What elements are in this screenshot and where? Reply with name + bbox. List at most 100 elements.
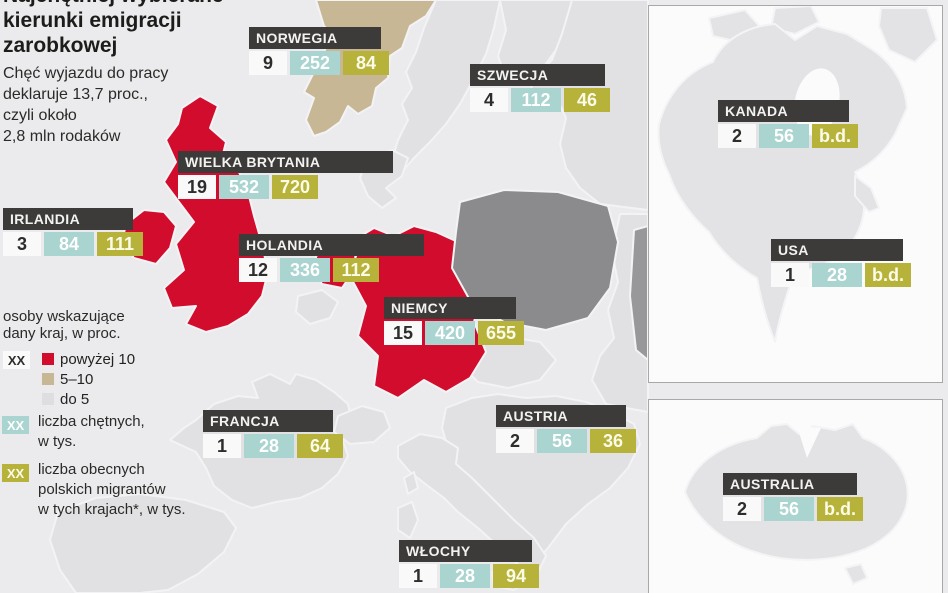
country-values: 3 84 111 <box>3 232 143 256</box>
country-name: NIEMCY <box>384 297 516 319</box>
country-values: 9 252 84 <box>249 51 389 75</box>
map-shape-tasmania <box>844 563 868 585</box>
country-name: AUSTRIA <box>496 405 626 427</box>
migrants-value: b.d. <box>812 124 858 148</box>
country-label-wlochy: WŁOCHY 1 28 94 <box>399 540 539 588</box>
country-name: AUSTRALIA <box>723 473 857 495</box>
map-shape-great-britain <box>163 95 269 333</box>
percent-value: 12 <box>239 258 277 282</box>
country-name: WŁOCHY <box>399 540 532 562</box>
country-values: 2 56 b.d. <box>718 124 858 148</box>
migrants-value: 112 <box>333 258 379 282</box>
migrants-value: 84 <box>343 51 389 75</box>
willing-value: 28 <box>244 434 294 458</box>
legend-class-above10: powyżej 10 <box>42 350 136 368</box>
legend-willing-label: liczba chętnych, w tys. <box>38 413 145 450</box>
country-name: FRANCJA <box>203 410 333 432</box>
country-values: 1 28 94 <box>399 564 539 588</box>
percent-value: 1 <box>771 263 809 287</box>
map-shape-iberia <box>49 493 237 593</box>
willing-value: 420 <box>425 321 475 345</box>
willing-value: 56 <box>759 124 809 148</box>
migrants-value: 94 <box>493 564 539 588</box>
gulf-of-carpentaria <box>797 426 821 458</box>
legend-migrants-sample: XX <box>2 464 29 482</box>
inset-panel-australia <box>648 399 943 593</box>
country-label-usa: USA 1 28 b.d. <box>771 239 911 287</box>
map-shape-sardinia <box>397 501 419 539</box>
map-fragment-east-edge <box>629 225 649 361</box>
country-values: 15 420 655 <box>384 321 524 345</box>
map-shape-florida <box>854 175 880 213</box>
willing-value: 56 <box>537 429 587 453</box>
percent-value: 1 <box>203 434 241 458</box>
country-name: SZWECJA <box>470 64 605 86</box>
country-name: HOLANDIA <box>239 234 424 256</box>
country-values: 1 28 b.d. <box>771 263 911 287</box>
legend-class-label: powyżej 10 <box>60 350 136 368</box>
country-name: USA <box>771 239 903 261</box>
willing-value: 56 <box>764 497 814 521</box>
migrants-value: 36 <box>590 429 636 453</box>
migrants-value: 111 <box>97 232 143 256</box>
country-label-norwegia: NORWEGIA 9 252 84 <box>249 27 389 75</box>
legend-class-label: 5–10 <box>60 370 94 388</box>
legend-swatch-gray <box>42 393 54 405</box>
country-values: 12 336 112 <box>239 258 424 282</box>
country-name: KANADA <box>718 100 849 122</box>
migrants-value: 720 <box>272 175 318 199</box>
legend-percent-note: osoby wskazujące dany kraj, w proc. <box>3 308 125 342</box>
percent-value: 9 <box>249 51 287 75</box>
intro-text: Chęć wyjazdu do pracy deklaruje 13,7 pro… <box>3 65 169 145</box>
willing-value: 84 <box>44 232 94 256</box>
migrants-value: 655 <box>478 321 524 345</box>
country-label-francja: FRANCJA 1 28 64 <box>203 410 343 458</box>
map-shape-corsica <box>403 471 419 495</box>
map-shape-poland <box>451 189 619 331</box>
country-name: IRLANDIA <box>3 208 133 230</box>
legend-class-5-10: 5–10 <box>42 370 94 388</box>
migrants-value: b.d. <box>865 263 911 287</box>
country-values: 19 532 720 <box>178 175 393 199</box>
percent-value: 2 <box>723 497 761 521</box>
willing-value: 532 <box>219 175 269 199</box>
country-label-niemcy: NIEMCY 15 420 655 <box>384 297 524 345</box>
legend-willing-sample: XX <box>2 416 29 434</box>
willing-value: 252 <box>290 51 340 75</box>
legend-swatch-tan <box>42 373 54 385</box>
percent-value: 4 <box>470 88 508 112</box>
percent-value: 19 <box>178 175 216 199</box>
migrants-value: 64 <box>297 434 343 458</box>
map-shape-north-america <box>657 23 908 343</box>
percent-value: 2 <box>496 429 534 453</box>
country-label-kanada: KANADA 2 56 b.d. <box>718 100 858 148</box>
country-label-irlandia: IRLANDIA 3 84 111 <box>3 208 143 256</box>
willing-value: 28 <box>440 564 490 588</box>
legend-percent-sample: XX <box>3 351 30 369</box>
willing-value: 112 <box>511 88 561 112</box>
country-values: 2 56 36 <box>496 429 636 453</box>
migrants-value: b.d. <box>817 497 863 521</box>
map-shape-italy <box>397 433 547 573</box>
willing-value: 336 <box>280 258 330 282</box>
page-title: Najchętniej wybierane kierunki emigracji… <box>3 0 224 57</box>
legend-class-label: do 5 <box>60 390 90 408</box>
migrants-value: 46 <box>564 88 610 112</box>
country-name: WIELKA BRYTANIA <box>178 151 393 173</box>
country-values: 1 28 64 <box>203 434 343 458</box>
country-name: NORWEGIA <box>249 27 381 49</box>
percent-value: 3 <box>3 232 41 256</box>
legend-swatch-red <box>42 353 54 365</box>
willing-value: 28 <box>812 263 862 287</box>
map-shape-belgium <box>295 289 339 325</box>
country-label-austria: AUSTRIA 2 56 36 <box>496 405 636 453</box>
inset-panel-north-america <box>648 5 943 383</box>
country-label-holandia: HOLANDIA 12 336 112 <box>239 234 424 282</box>
country-label-szwecja: SZWECJA 4 112 46 <box>470 64 610 112</box>
country-label-wielka-brytania: WIELKA BRYTANIA 19 532 720 <box>178 151 393 199</box>
percent-value: 2 <box>718 124 756 148</box>
percent-value: 15 <box>384 321 422 345</box>
map-shape-greenland <box>878 7 938 63</box>
